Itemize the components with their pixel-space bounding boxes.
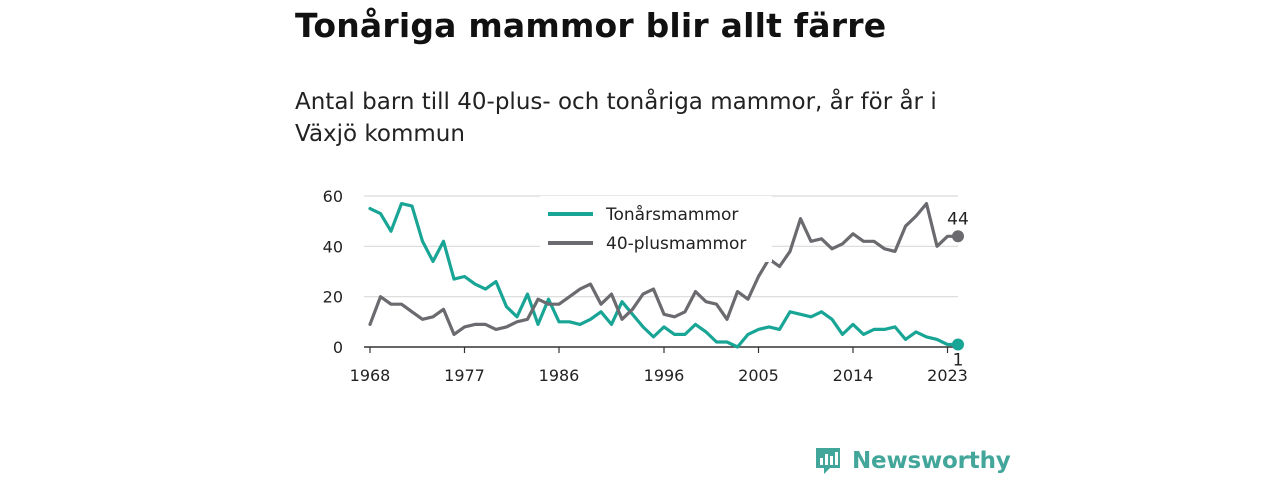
end-value-label: 44 <box>947 209 969 229</box>
end-marker <box>952 230 964 243</box>
y-tick-label: 60 <box>323 187 343 206</box>
legend-entry: 40-plusmammor <box>606 234 746 254</box>
end-labels: 1 44 <box>947 209 969 370</box>
x-tick-label: 2023 <box>927 366 968 385</box>
series-line-40-plusmammor <box>368 202 960 336</box>
x-tick-label: 1986 <box>539 366 580 385</box>
series-line-tonarsmammor <box>368 202 960 349</box>
series-lines <box>368 202 960 349</box>
x-tick-label: 1968 <box>350 366 391 385</box>
end-value-label: 1 <box>953 350 964 370</box>
y-tick-label: 20 <box>323 288 343 307</box>
brand-name: Newsworthy <box>852 448 1011 474</box>
legend-entry: Tonårsmammor <box>605 204 738 225</box>
legend-background <box>540 196 772 262</box>
line-chart: 0 20 40 60 1968 1977 1986 1996 2005 2014 2023 Ton… <box>323 187 969 385</box>
chart-subtitle: Antal barn till 40-plus- och tonåriga ma… <box>295 89 937 147</box>
x-tick-label: 1996 <box>644 366 685 385</box>
x-tick-label: 2014 <box>833 366 874 385</box>
y-tick-label: 0 <box>333 338 343 357</box>
x-tick-label: 2005 <box>738 366 779 385</box>
y-tick-label: 40 <box>323 237 343 256</box>
x-tick-label: 1977 <box>444 366 485 385</box>
bar-chart-speech-bubble-icon <box>816 448 840 474</box>
x-axis-ticks: 1968 1977 1986 1996 2005 2014 2023 <box>350 347 968 385</box>
y-axis-ticks: 0 20 40 60 <box>323 187 343 357</box>
end-marker <box>952 338 964 351</box>
chart-title: Tonåriga mammor blir allt färre <box>295 6 887 45</box>
legend: Tonårsmammor 40-plusmammor <box>540 196 772 262</box>
newsworthy-brand: Newsworthy <box>814 446 1011 476</box>
